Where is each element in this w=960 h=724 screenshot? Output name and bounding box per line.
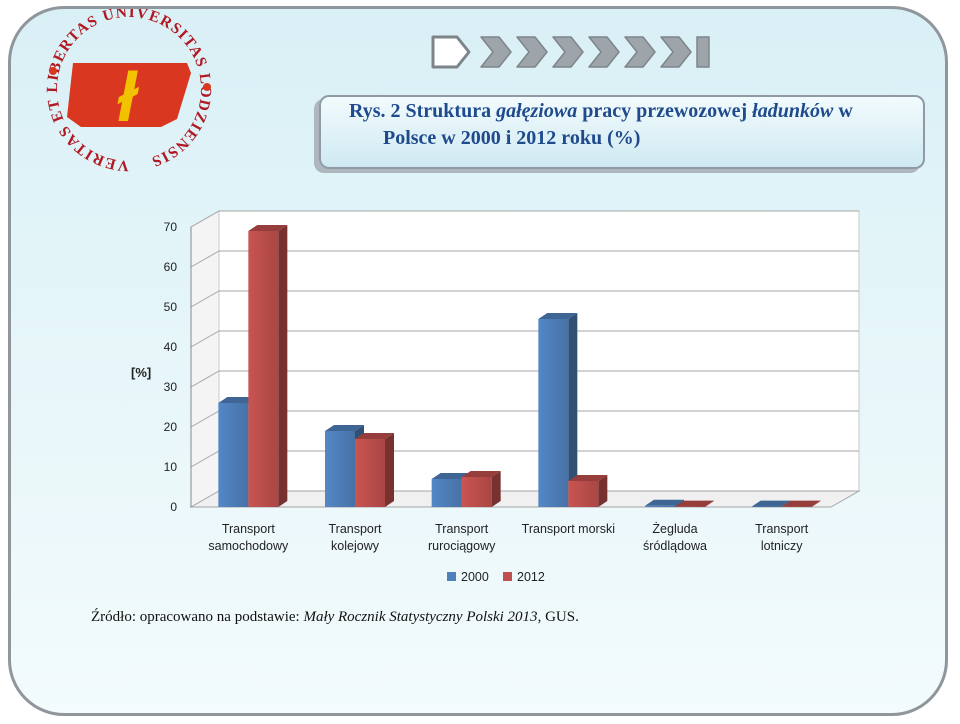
bar-2012-5 <box>781 500 821 507</box>
chevron-arrow-icon <box>552 36 584 68</box>
x-category-label: Transport morski <box>522 522 615 536</box>
legend-label-2000: 2000 <box>461 570 489 584</box>
y-tick-label: 20 <box>164 420 178 434</box>
logo-emblem-letter: ł <box>117 58 139 136</box>
bar-2012-4 <box>675 500 714 507</box>
chevron-arrow-icon <box>480 36 512 68</box>
x-category-label: Transport <box>435 522 489 536</box>
x-category-label: Transport <box>755 522 809 536</box>
chevron-arrow-icon <box>660 36 692 68</box>
chevron-arrow-icon <box>431 35 471 69</box>
gridline <box>190 370 859 388</box>
gridline <box>190 330 859 348</box>
chevron-arrow-icon <box>516 36 548 68</box>
x-category-label: rurociągowy <box>428 539 496 553</box>
y-tick-label: 10 <box>164 460 178 474</box>
figure-title-line2: Polsce w 2000 i 2012 roku (%) <box>383 127 641 149</box>
bar-2000-3 <box>538 313 578 507</box>
logo-dot-right <box>203 83 211 91</box>
y-tick-label: 40 <box>164 340 178 354</box>
end-bar-icon <box>696 36 710 68</box>
bar-2012-2 <box>461 471 501 507</box>
y-tick-label: 30 <box>164 380 178 394</box>
x-category-label: Transport <box>328 522 382 536</box>
x-category-label: lotniczy <box>761 539 803 553</box>
slide-frame: VERITAS ET LIBERTAS UNIVERSITAS LODZIENS… <box>8 6 948 716</box>
x-category-label: śródlądowa <box>643 539 707 553</box>
y-tick-label: 60 <box>164 260 178 274</box>
chart-side-wall <box>190 210 220 508</box>
y-tick-label: 0 <box>170 500 177 514</box>
logo-emblem <box>67 63 191 127</box>
y-tick-label: 70 <box>164 220 178 234</box>
bar-2012-0 <box>248 225 288 507</box>
bar-chart: 0 10 20 30 40 50 60 70 [%] Transport samochodowy Tr… <box>131 210 861 584</box>
university-logo: VERITAS ET LIBERTAS UNIVERSITAS LODZIENS… <box>44 9 213 174</box>
chevron-arrow-icon <box>624 36 656 68</box>
figure-title-box: Rys. 2 Struktura gałęziowa pracy przewoz… <box>319 95 925 169</box>
source-note: Źródło: opracowano na podstawie: Mały Ro… <box>91 609 579 625</box>
logo-dot-left <box>49 67 57 75</box>
bar-2012-3 <box>568 475 608 507</box>
bar-2012-1 <box>355 433 394 507</box>
x-category-label: samochodowy <box>208 539 289 553</box>
y-tick-label: 50 <box>164 300 178 314</box>
chevron-arrow-icon <box>588 36 620 68</box>
gridline <box>190 210 859 228</box>
legend-swatch-2012 <box>503 572 512 581</box>
gridline <box>190 250 859 268</box>
x-category-label: kolejowy <box>331 539 380 553</box>
y-axis-label: [%] <box>131 365 151 380</box>
gridline <box>190 290 859 308</box>
x-category-label: Transport <box>222 522 276 536</box>
decorative-arrows <box>431 35 710 69</box>
figure-title-line1: Rys. 2 Struktura gałęziowa pracy przewoz… <box>349 100 853 122</box>
legend-swatch-2000 <box>447 572 456 581</box>
x-category-label: Żegluda <box>652 522 697 536</box>
legend-label-2012: 2012 <box>517 570 545 584</box>
